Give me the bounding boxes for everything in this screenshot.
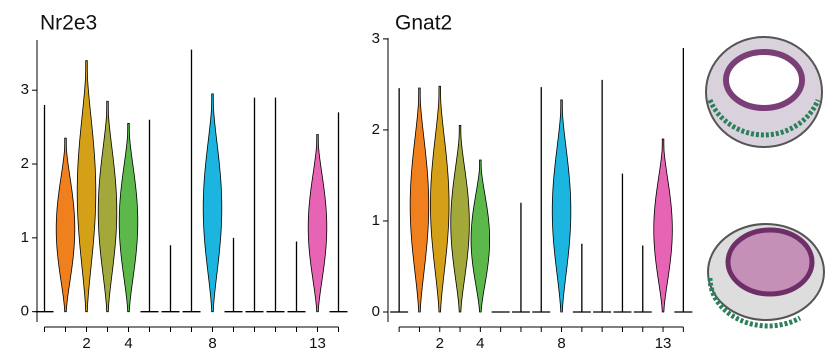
violin [203, 94, 222, 312]
violin [77, 61, 96, 312]
tissue-top-inner [726, 52, 802, 108]
y-tick-label: 1 [21, 229, 29, 246]
violin [654, 139, 673, 312]
violin [141, 120, 159, 312]
violin [410, 88, 429, 312]
violin [674, 48, 692, 312]
x-tick-label: 2 [82, 335, 90, 349]
tissue-images [706, 37, 824, 326]
violin [430, 86, 449, 312]
violin [225, 238, 243, 312]
violin [56, 138, 75, 311]
violin [308, 134, 327, 311]
violin [162, 245, 180, 311]
violin [183, 50, 201, 312]
violin [634, 246, 652, 312]
tissue-bottom-inner [728, 230, 812, 294]
y-tick-label: 0 [21, 303, 29, 320]
y-tick-label: 3 [372, 30, 380, 47]
violin [471, 160, 490, 312]
y-tick-label: 0 [372, 303, 380, 320]
figure: Nr2e3 0 1 2 3 2 4 8 13 Gnat2 0 1 2 3 2 4 8 13 [0, 0, 832, 349]
violin [532, 87, 550, 312]
violin [246, 98, 264, 312]
violin [330, 112, 348, 311]
violin [613, 174, 631, 312]
x-tick-label: 13 [655, 335, 672, 349]
x-tick-label: 2 [436, 335, 444, 349]
chart-title: Nr2e3 [40, 12, 97, 35]
violin [593, 80, 611, 312]
chart-title: Gnat2 [395, 12, 452, 35]
y-tick-label: 2 [21, 155, 29, 172]
violin [451, 125, 470, 312]
violin [267, 98, 285, 312]
x-tick-label: 4 [476, 335, 484, 349]
violin [36, 105, 54, 312]
violin [573, 244, 591, 312]
violin [552, 100, 571, 312]
y-tick-label: 3 [21, 81, 29, 98]
violin [512, 203, 530, 312]
violin [119, 123, 138, 311]
violin [288, 242, 306, 312]
x-tick-label: 4 [124, 335, 132, 349]
violin [390, 88, 408, 312]
y-tick-label: 1 [372, 212, 380, 229]
y-tick-label: 2 [372, 121, 380, 138]
violin [98, 101, 117, 311]
x-tick-label: 8 [557, 335, 565, 349]
page: Nr2e3012324813Gnat2012324813 (() => { co… [0, 0, 832, 354]
x-tick-label: 8 [208, 335, 216, 349]
x-tick-label: 13 [309, 335, 326, 349]
